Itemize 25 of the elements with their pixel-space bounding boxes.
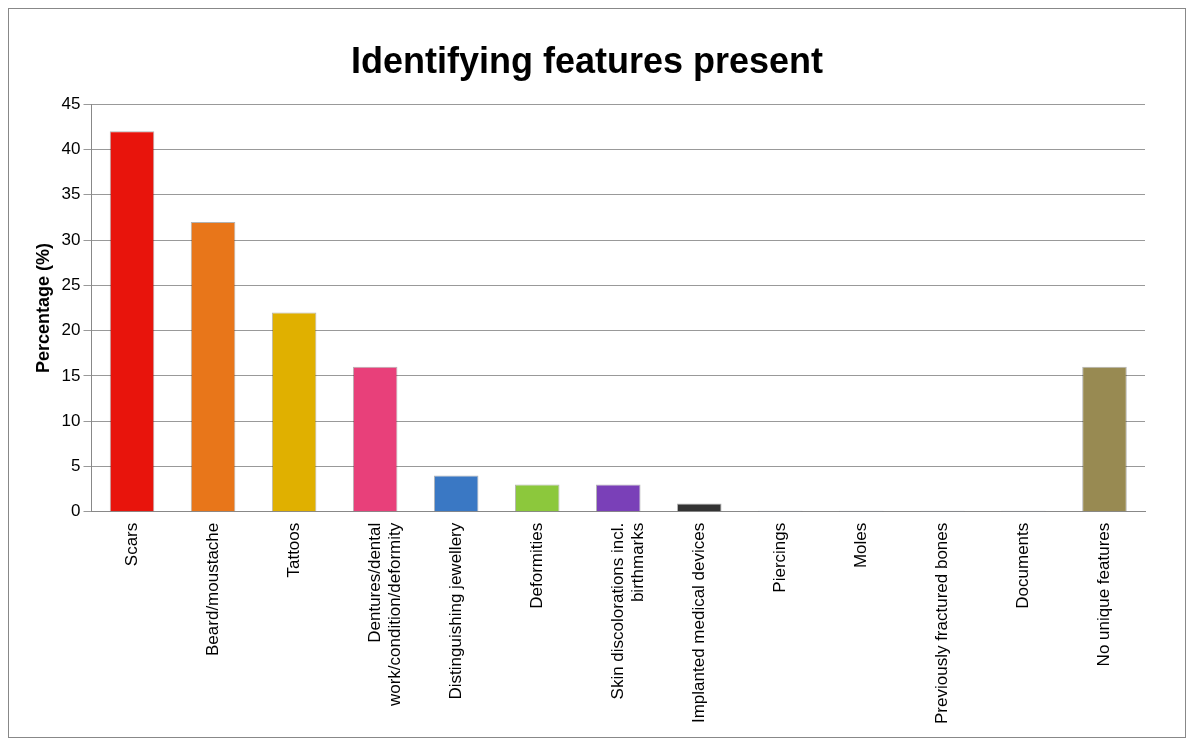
chart-title: Identifying features present (350, 39, 824, 81)
y-tick-label: 10 (61, 410, 81, 430)
y-axis-title: Percentage (%) (32, 242, 53, 373)
y-tick-label: 0 (71, 501, 81, 521)
y-tick-label: 30 (61, 229, 81, 249)
x-tick-label: Distinguishing jewellery (445, 522, 465, 700)
x-tick-label: Previously fractured bones (932, 522, 952, 725)
y-tick-label: 20 (61, 320, 81, 340)
y-tick-label: 40 (61, 139, 81, 159)
x-tick-label: Scars (121, 522, 141, 567)
y-tick-label: 45 (61, 93, 81, 113)
x-tick-label: Beard/moustache (202, 522, 222, 656)
x-tick-label: Dentures/dental work/condition/deformity (364, 522, 405, 708)
y-tick-label: 15 (61, 365, 81, 385)
x-tick-label: Deformities (526, 522, 546, 609)
x-tick-label: Piercings (770, 522, 790, 593)
x-tick-label: Documents (1013, 522, 1033, 609)
x-tick-label: Tattoos (283, 522, 303, 578)
x-tick-label: No unique features (1094, 522, 1114, 667)
x-tick-label: Implanted medical devices (688, 522, 708, 724)
x-tick-label: Skin discolorations incl. birthmarks (607, 522, 648, 700)
y-tick-label: 25 (61, 275, 81, 295)
x-tick-label: Moles (851, 522, 871, 569)
y-tick-label: 5 (71, 456, 81, 476)
y-tick-label: 35 (61, 184, 81, 204)
